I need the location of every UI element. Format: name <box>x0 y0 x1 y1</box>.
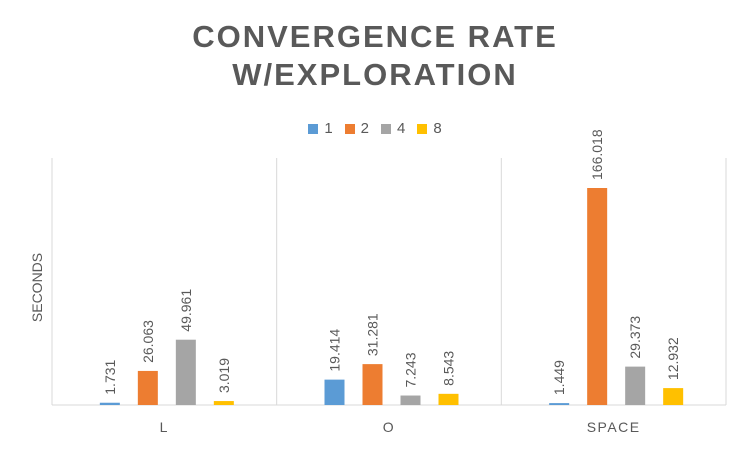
data-label-series-8-o: 8.543 <box>441 351 457 386</box>
bar-series-8-o <box>438 393 459 405</box>
legend-item-series-4: 4 <box>381 120 405 137</box>
legend-item-series-8: 8 <box>417 120 442 137</box>
bar-series-1-o <box>324 379 345 405</box>
data-label-series-8-space: 12.932 <box>665 337 681 380</box>
bar-series-8-l <box>213 401 234 405</box>
x-tick-label-l: L <box>160 419 169 435</box>
bar-series-2-space <box>587 188 608 405</box>
x-tick-label-o: O <box>383 419 395 435</box>
data-label-series-2-space: 166.018 <box>589 129 605 180</box>
chart-title-line-1: CONVERGENCE RATE <box>192 19 558 54</box>
bar-series-4-o <box>400 395 421 405</box>
legend-swatch-series-1 <box>308 123 319 134</box>
data-label-series-4-o: 7.243 <box>403 352 419 387</box>
legend-swatch-series-8 <box>417 123 428 134</box>
bar-series-2-o <box>362 364 383 405</box>
data-label-series-1-l: 1.731 <box>102 359 118 394</box>
legend-label-series-2: 2 <box>360 120 369 137</box>
bar-series-4-space <box>625 366 646 405</box>
data-label-series-2-l: 26.063 <box>140 320 156 363</box>
y-axis-label: SECONDS <box>29 253 45 322</box>
data-label-series-1-o: 19.414 <box>327 329 343 372</box>
legend-label-series-1: 1 <box>324 120 333 137</box>
legend-swatch-series-2 <box>344 123 355 134</box>
bar-series-2-l <box>137 370 158 405</box>
bar-series-1-space <box>549 403 570 405</box>
bar-series-8-space <box>663 388 684 405</box>
data-label-series-4-space: 29.373 <box>627 316 643 359</box>
data-label-series-2-o: 31.281 <box>365 313 381 356</box>
legend: 1 2 4 8 <box>0 120 750 137</box>
data-label-series-1-space: 1.449 <box>551 360 567 395</box>
bar-series-1-l <box>99 402 120 405</box>
data-label-series-4-l: 49.961 <box>178 289 194 332</box>
legend-label-series-8: 8 <box>433 120 442 137</box>
data-label-series-8-l: 3.019 <box>216 358 232 393</box>
x-tick-label-space: SPACE <box>587 419 641 435</box>
legend-item-series-1: 1 <box>308 120 333 137</box>
legend-swatch-series-4 <box>381 123 391 134</box>
chart-title: CONVERGENCE RATE W/EXPLORATION <box>0 18 750 94</box>
chart-title-line-2: W/EXPLORATION <box>232 57 518 92</box>
legend-label-series-4: 4 <box>397 120 406 137</box>
legend-item-series-2: 2 <box>344 120 369 137</box>
bar-series-4-l <box>175 339 196 405</box>
